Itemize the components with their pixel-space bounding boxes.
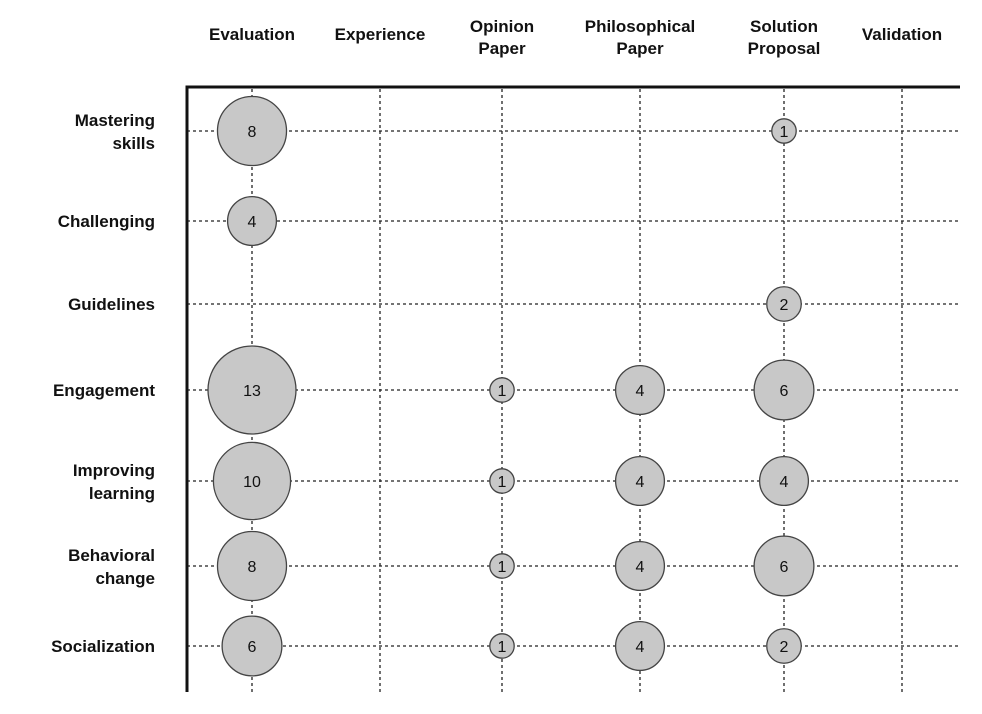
bubble-circle (614, 540, 666, 592)
bubble-engagement-solution-proposal: 6 (753, 359, 815, 421)
bubble-behavioral-change-philosophical-paper: 4 (614, 540, 666, 592)
bubble-mastering-skills-solution-proposal: 1 (771, 118, 797, 144)
column-labels: Evaluation Experience Opinion Paper Philosop… (209, 17, 942, 58)
bubble-value-label: 2 (780, 639, 789, 656)
bubble-behavioral-change-evaluation: 8 (216, 530, 288, 602)
bubble-value-label: 4 (636, 474, 645, 491)
bubble-circle (489, 468, 515, 494)
bubble-value-label: 4 (636, 639, 645, 656)
bubble-circle (614, 364, 666, 416)
bubble-value-label: 1 (498, 474, 507, 491)
bubble-circle (212, 441, 292, 521)
bubble-socialization-opinion-paper: 1 (489, 633, 515, 659)
row-label-socialization: Socialization (51, 637, 155, 656)
bubble-value-label: 6 (780, 383, 789, 400)
bubble-circle (614, 620, 666, 672)
bubble-guidelines-solution-proposal: 2 (766, 286, 802, 322)
bubble-value-label: 1 (498, 639, 507, 656)
bubble-circle (758, 455, 810, 507)
bubble-circle (766, 286, 802, 322)
bubble-circle (207, 345, 297, 435)
bubble-improving-learning-solution-proposal: 4 (758, 455, 810, 507)
row-label-mastering-skills: Mastering skills (75, 111, 155, 153)
bubble-socialization-philosophical-paper: 4 (614, 620, 666, 672)
bubble-value-label: 8 (248, 124, 257, 141)
bubble-value-label: 10 (243, 474, 261, 491)
bubble-circle (489, 633, 515, 659)
bubble-circle (753, 359, 815, 421)
column-label-experience: Experience (335, 25, 426, 44)
column-label-evaluation: Evaluation (209, 25, 295, 44)
bubble-circle (753, 535, 815, 597)
row-label-challenging: Challenging (58, 212, 155, 231)
bubble-value-label: 4 (636, 559, 645, 576)
bubble-circle (226, 195, 278, 247)
bubble-value-label: 4 (780, 474, 789, 491)
bubble-mastering-skills-evaluation: 8 (216, 95, 288, 167)
bubble-behavioral-change-solution-proposal: 6 (753, 535, 815, 597)
row-labels: Mastering skills Challenging Guidelines Enga… (51, 111, 155, 656)
bubble-value-label: 6 (780, 559, 789, 576)
bubble-circle (216, 95, 288, 167)
bubble-socialization-solution-proposal: 2 (766, 628, 802, 664)
bubble-socialization-evaluation: 6 (221, 615, 283, 677)
bubble-circle (216, 530, 288, 602)
bubble-circle (489, 553, 515, 579)
bubble-challenging-evaluation: 4 (226, 195, 278, 247)
column-label-opinion-paper: Opinion Paper (470, 17, 534, 58)
bubble-improving-learning-philosophical-paper: 4 (614, 455, 666, 507)
bubble-engagement-evaluation: 13 (207, 345, 297, 435)
column-label-validation: Validation (862, 25, 942, 44)
bubble-circle (489, 377, 515, 403)
bubble-value-label: 4 (636, 383, 645, 400)
column-label-philosophical-paper: Philosophical Paper (585, 17, 696, 58)
bubble-engagement-opinion-paper: 1 (489, 377, 515, 403)
bubble-circle (614, 455, 666, 507)
bubble-value-label: 8 (248, 559, 257, 576)
column-label-solution-proposal: Solution Proposal (748, 17, 821, 58)
bubble-value-label: 13 (243, 383, 261, 400)
bubble-value-label: 6 (248, 639, 257, 656)
bubble-engagement-philosophical-paper: 4 (614, 364, 666, 416)
row-label-guidelines: Guidelines (68, 295, 155, 314)
bubble-value-label: 2 (780, 297, 789, 314)
bubble-value-label: 1 (780, 124, 789, 141)
row-label-improving-learning: Improving learning (73, 461, 155, 503)
row-label-engagement: Engagement (53, 381, 155, 400)
row-label-behavioral-change: Behavioral change (68, 546, 155, 588)
bubble-value-label: 1 (498, 559, 507, 576)
bubble-circle (766, 628, 802, 664)
axis-layer (185, 85, 960, 692)
bubble-circle (771, 118, 797, 144)
bubble-circle (221, 615, 283, 677)
bubble-improving-learning-opinion-paper: 1 (489, 468, 515, 494)
bubble-improving-learning-evaluation: 10 (212, 441, 292, 521)
bubble-behavioral-change-opinion-paper: 1 (489, 553, 515, 579)
bubble-value-label: 1 (498, 383, 507, 400)
grid-layer (187, 89, 960, 692)
bubble-value-label: 4 (248, 214, 257, 231)
